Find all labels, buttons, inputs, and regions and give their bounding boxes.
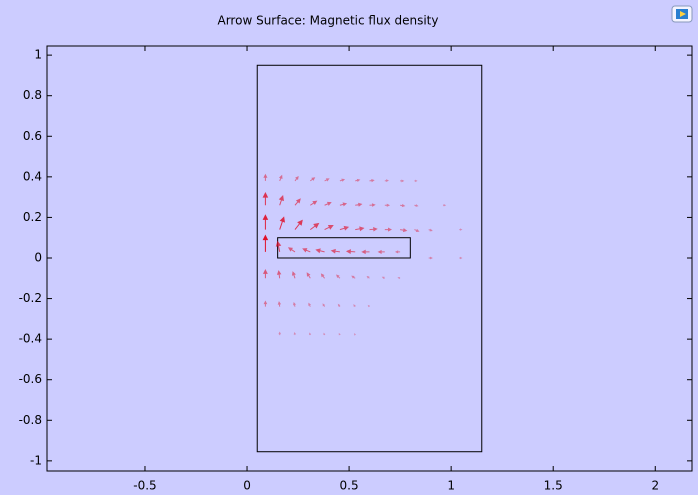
field-arrow <box>324 225 334 231</box>
field-arrow <box>310 177 316 182</box>
field-arrow <box>294 219 303 230</box>
x-tick-label: 1.5 <box>544 479 563 493</box>
field-arrow <box>308 302 312 307</box>
x-tick-label: -0.5 <box>133 479 156 493</box>
field-arrow <box>354 333 356 336</box>
y-tick-label: 0.8 <box>23 88 42 102</box>
field-arrow <box>428 228 433 232</box>
chart-title: Arrow Surface: Magnetic flux density <box>218 14 439 28</box>
field-arrow <box>355 178 361 183</box>
field-arrow <box>361 249 370 255</box>
field-arrow <box>351 275 356 279</box>
field-arrow <box>293 301 297 307</box>
field-arrow <box>369 203 376 207</box>
x-tick-label: 1 <box>447 479 455 493</box>
icon-play[interactable] <box>680 11 686 17</box>
field-arrow <box>263 300 268 307</box>
field-arrow <box>339 225 350 231</box>
field-arrow <box>324 178 330 182</box>
field-arrow <box>353 304 356 307</box>
field-arrow <box>278 331 281 336</box>
x-tick-label: 0.5 <box>340 479 359 493</box>
field-arrow <box>322 303 326 307</box>
geometry-boundary <box>256 64 483 453</box>
x-tick-label: 2 <box>651 479 659 493</box>
field-arrow <box>336 274 341 279</box>
field-arrow <box>310 200 318 206</box>
x-tick-label: 0 <box>243 479 251 493</box>
field-arrow <box>263 173 268 181</box>
field-arrow <box>381 276 386 280</box>
y-tick-label: 1 <box>34 48 42 62</box>
plot-frame <box>46 45 693 472</box>
field-arrow <box>294 198 301 206</box>
field-arrow <box>315 248 325 254</box>
field-arrow <box>275 240 282 253</box>
field-arrow <box>337 303 341 307</box>
field-arrow <box>459 228 463 231</box>
field-arrow <box>278 174 283 182</box>
field-arrow <box>277 301 282 307</box>
logo-icon[interactable] <box>671 5 693 23</box>
field-arrow <box>293 331 297 336</box>
y-tick-label: 0.6 <box>23 129 42 143</box>
field-arrow <box>294 175 299 182</box>
field-arrow <box>262 191 269 206</box>
field-arrow <box>414 179 418 183</box>
field-arrow <box>339 202 348 207</box>
geometry-boundary <box>277 237 411 259</box>
field-arrow <box>377 249 385 254</box>
field-arrow <box>397 277 401 280</box>
field-arrow <box>324 201 332 206</box>
field-arrow <box>428 256 433 260</box>
field-arrow <box>262 214 269 230</box>
field-arrow <box>310 222 320 230</box>
field-arrow <box>279 216 286 230</box>
field-arrow <box>384 179 389 183</box>
field-arrow <box>414 228 420 232</box>
y-tick-label: 0.2 <box>23 210 42 224</box>
field-arrow <box>320 273 325 279</box>
field-arrow <box>330 248 340 254</box>
field-arrow <box>278 195 284 206</box>
field-arrow <box>384 227 393 232</box>
field-arrow <box>394 250 401 254</box>
y-tick-label: -0.4 <box>19 332 42 346</box>
field-arrow <box>339 178 346 182</box>
field-arrow <box>338 332 341 336</box>
field-arrow <box>355 202 363 207</box>
y-tick-label: -0.2 <box>19 291 42 305</box>
y-tick-label: 0.4 <box>23 169 42 183</box>
field-arrow <box>369 178 375 183</box>
field-arrow <box>309 332 312 336</box>
field-arrow <box>400 179 405 183</box>
field-arrow <box>367 304 371 308</box>
field-arrow <box>442 204 447 207</box>
field-arrow <box>323 332 326 336</box>
field-arrow <box>291 271 296 279</box>
field-arrow <box>400 203 406 208</box>
field-arrow <box>459 256 463 260</box>
field-arrow <box>355 226 365 232</box>
field-arrow <box>262 269 268 279</box>
field-arrow <box>262 234 269 252</box>
field-arrow <box>287 247 296 253</box>
field-arrow <box>369 227 378 232</box>
y-tick-label: -0.6 <box>19 372 42 386</box>
field-arrow <box>384 203 391 207</box>
field-arrow <box>276 270 282 279</box>
field-arrow <box>366 275 370 279</box>
field-arrow <box>345 249 356 255</box>
y-tick-label: -0.8 <box>19 413 42 427</box>
field-arrow <box>414 204 419 207</box>
field-arrow <box>400 228 408 233</box>
y-tick-label: 0 <box>34 250 42 264</box>
field-arrow <box>302 248 311 253</box>
field-arrow <box>306 272 311 279</box>
y-tick-label: -1 <box>30 453 42 467</box>
